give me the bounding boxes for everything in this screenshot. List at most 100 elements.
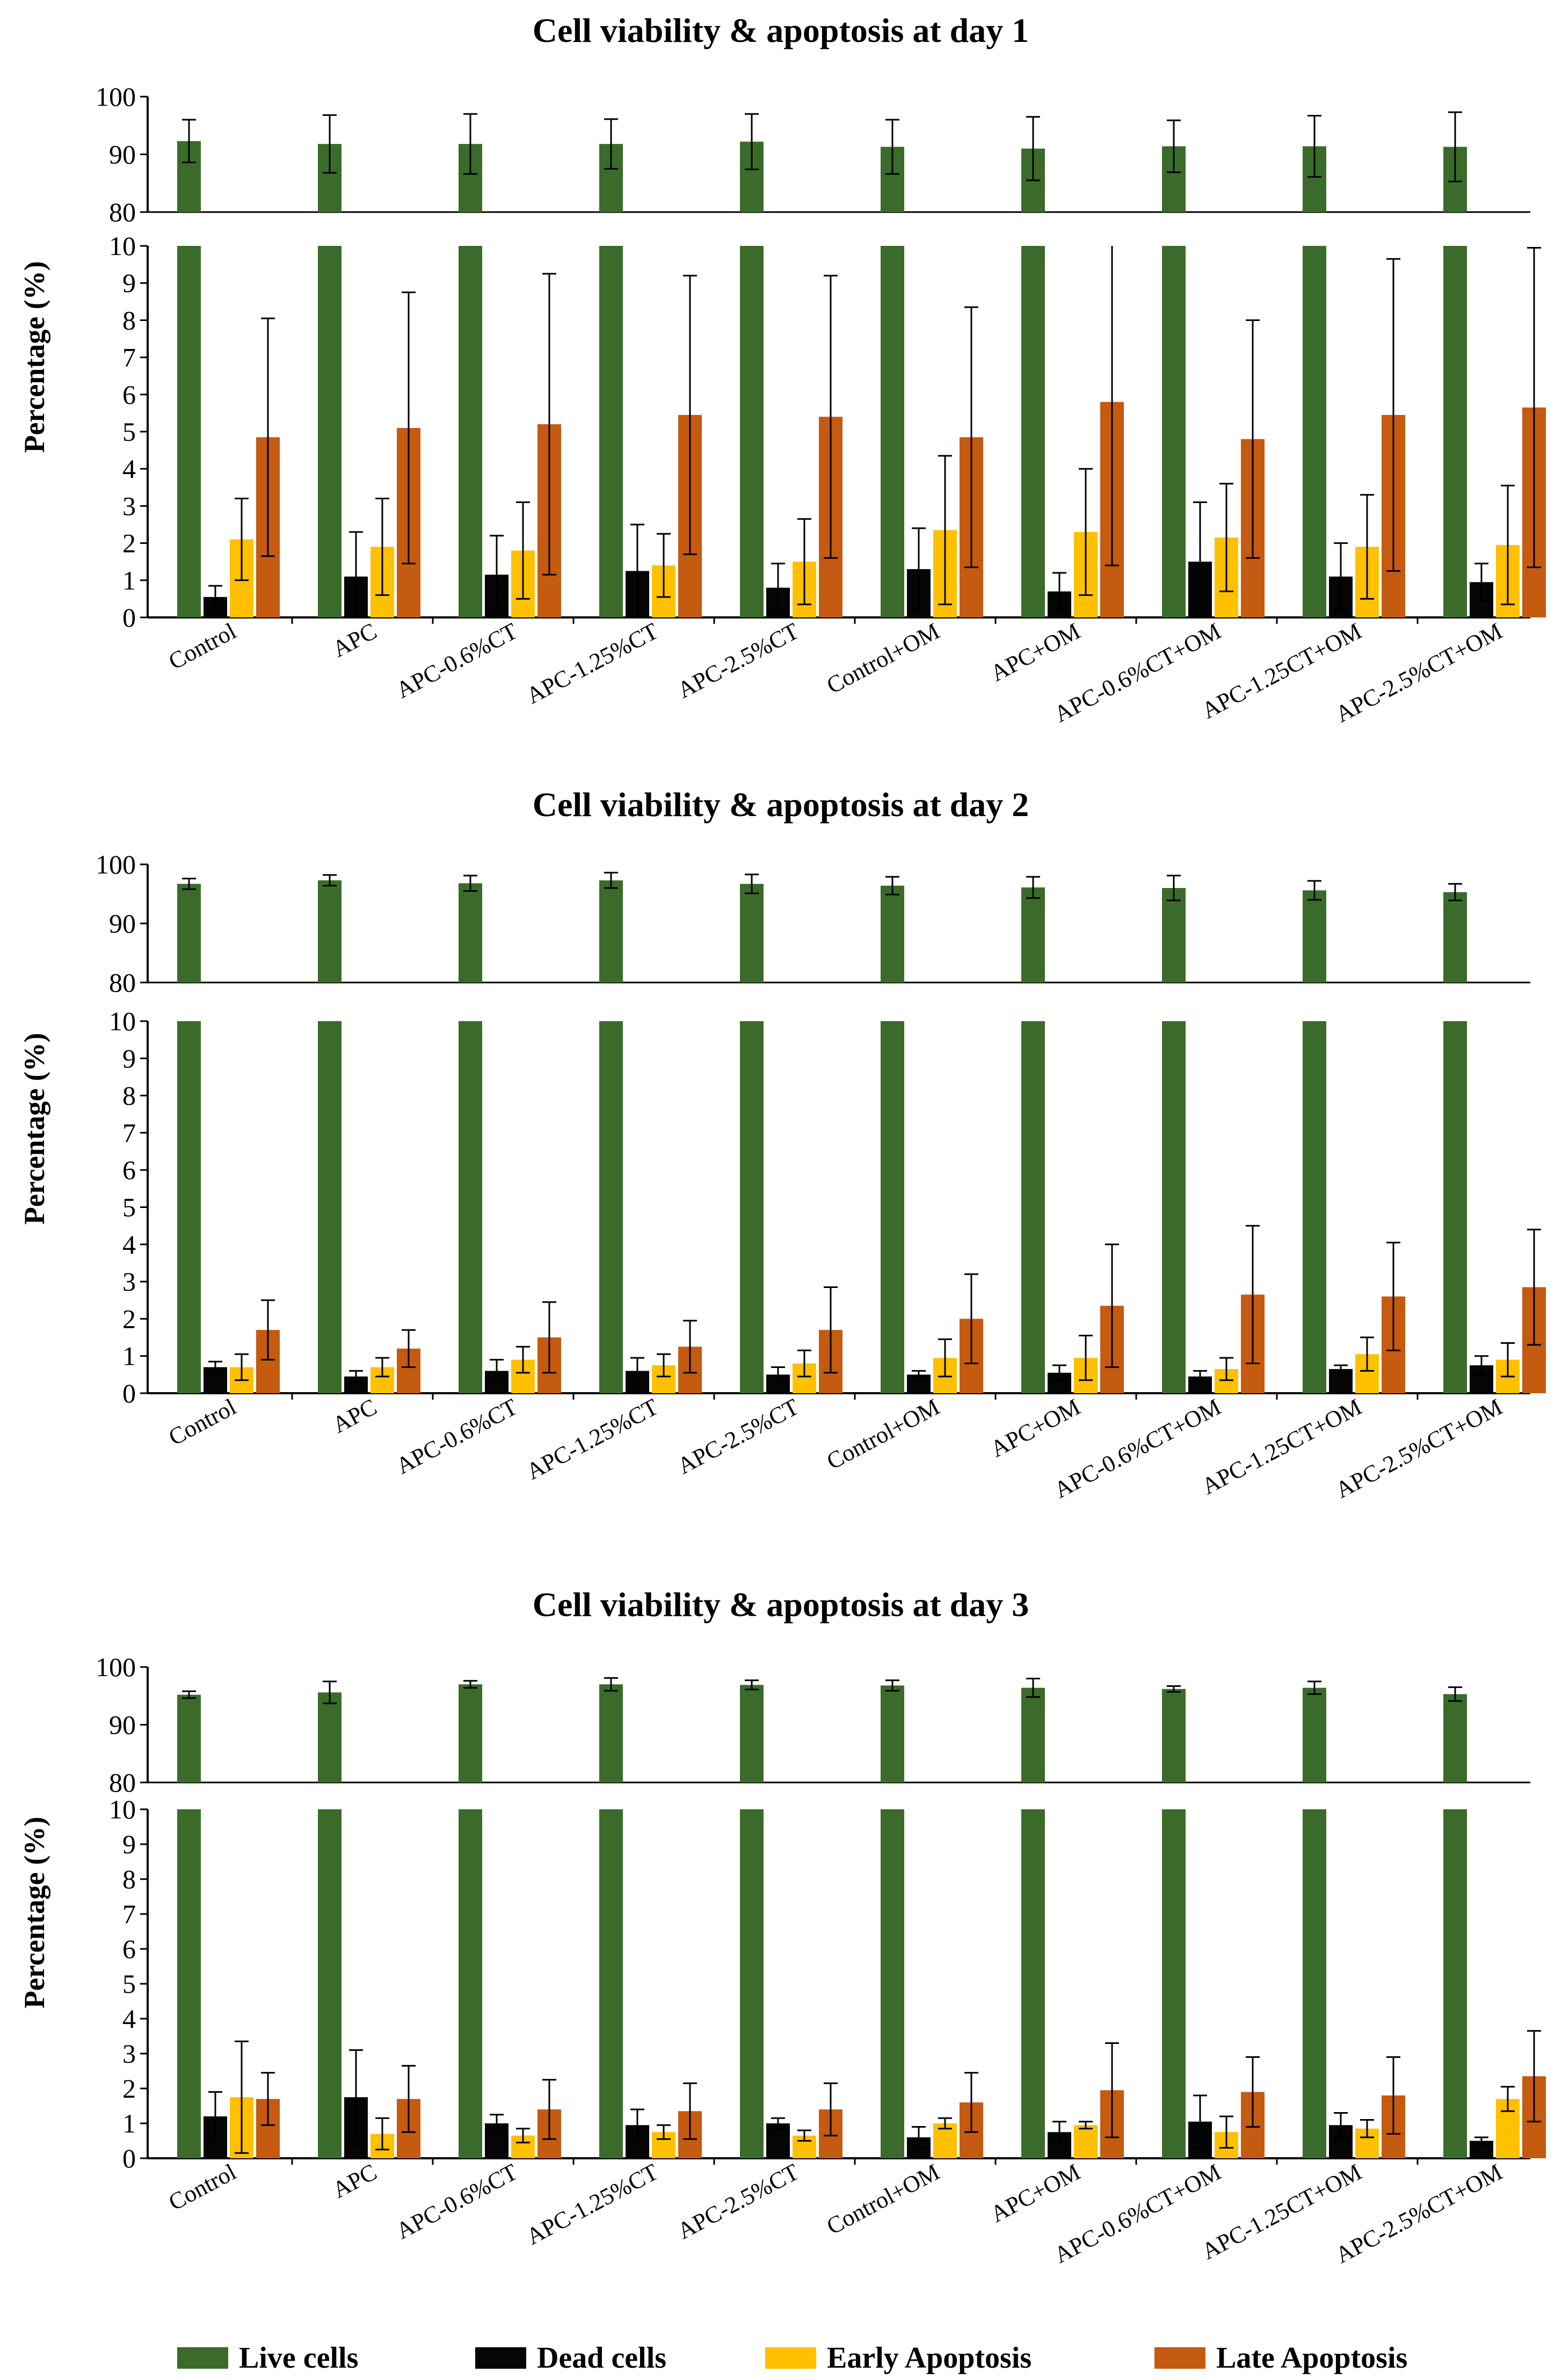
chart-panel-day1: Cell viability & apoptosis at day 1 Perce…: [18, 11, 1546, 727]
upper-y-tick-label: 90: [109, 1710, 136, 1740]
lower-y-tick-label: 0: [122, 1378, 136, 1408]
lower-y-tick-label: 9: [122, 268, 136, 298]
bar-live-cells-lower: [318, 1021, 342, 1393]
bar-live-cells-upper: [177, 1694, 201, 1782]
y-axis-label: Percentage (%): [18, 1817, 50, 2008]
bar-live-cells-lower: [1021, 1021, 1045, 1393]
legend-swatch: [1154, 2347, 1205, 2369]
category-label: APC-2.5%CT: [673, 1394, 803, 1480]
upper-y-tick-label: 80: [109, 967, 136, 998]
lower-y-tick-label: 10: [109, 1794, 136, 1824]
category-label: Control: [164, 1394, 241, 1451]
bar-live-cells-upper: [599, 880, 623, 982]
bar-live-cells-lower: [177, 1809, 201, 2158]
chart-legend: Live cells Dead cells Early Apoptosis Late …: [177, 2341, 1407, 2375]
chart-title: Cell viability & apoptosis at day 2: [533, 785, 1029, 824]
lower-y-tick-label: 3: [122, 2039, 136, 2069]
category-label: APC-0.6%CT: [392, 2159, 522, 2245]
upper-y-tick-label: 100: [96, 849, 136, 879]
legend-label: Dead cells: [537, 2341, 666, 2375]
category-label: APC: [328, 618, 381, 663]
lower-y-tick-label: 4: [122, 2004, 136, 2034]
category-label: APC: [328, 2159, 381, 2203]
category-label: APC-2.5%CT: [673, 618, 803, 704]
lower-y-tick-label: 6: [122, 1155, 136, 1185]
bar-live-cells-lower: [1021, 1809, 1045, 2158]
lower-y-tick-label: 8: [122, 305, 136, 335]
bar-live-cells-upper: [599, 1684, 623, 1782]
lower-y-tick-label: 0: [122, 2143, 136, 2173]
lower-y-tick-label: 7: [122, 1118, 136, 1148]
bar-live-cells-upper: [177, 884, 201, 982]
bar-live-cells-upper: [1162, 1688, 1186, 1782]
category-label: APC-0.6%CT: [392, 618, 522, 704]
lower-y-tick-label: 9: [122, 1043, 136, 1073]
bar-live-cells-lower: [1443, 1809, 1467, 2158]
legend-label: Late Apoptosis: [1216, 2341, 1407, 2375]
bar-live-cells-upper: [740, 1685, 764, 1782]
category-label: APC-2.5%CT: [673, 2159, 803, 2245]
bar-live-cells-lower: [740, 246, 764, 617]
lower-y-tick-label: 1: [122, 2108, 136, 2138]
lower-y-tick-label: 1: [122, 565, 136, 595]
bar-live-cells-lower: [881, 1809, 904, 2158]
lower-y-tick-label: 10: [109, 1006, 136, 1036]
bar-live-cells-lower: [459, 1021, 482, 1393]
bar-live-cells-lower: [1303, 1809, 1326, 2158]
lower-y-tick-label: 0: [122, 602, 136, 632]
legend-swatch: [765, 2347, 816, 2369]
bar-live-cells-upper: [1021, 887, 1045, 982]
bar-live-cells-upper: [881, 885, 904, 982]
category-label: APC+OM: [986, 1394, 1085, 1462]
y-axis-label: Percentage (%): [18, 261, 50, 453]
upper-y-tick-label: 100: [96, 1652, 136, 1682]
bar-live-cells-lower: [881, 1021, 904, 1393]
lower-y-tick-label: 8: [122, 1081, 136, 1111]
bar-live-cells-lower: [318, 1809, 342, 2158]
lower-y-tick-label: 5: [122, 1969, 136, 1999]
bar-live-cells-lower: [318, 246, 342, 617]
legend-swatch: [475, 2347, 526, 2369]
bar-early-apoptosis: [1074, 2125, 1098, 2158]
bar-live-cells-lower: [1443, 246, 1467, 617]
lower-y-tick-label: 2: [122, 2073, 136, 2104]
category-label: APC-1.25%CT: [522, 1394, 663, 1485]
bar-live-cells-lower: [1162, 1809, 1186, 2158]
bar-live-cells-upper: [318, 880, 342, 982]
category-label: Control: [164, 618, 241, 675]
bar-live-cells-lower: [1303, 1021, 1326, 1393]
category-label: APC+OM: [986, 2159, 1085, 2228]
bar-live-cells-upper: [1021, 1687, 1045, 1782]
lower-y-tick-label: 5: [122, 417, 136, 447]
upper-y-tick-label: 90: [109, 908, 136, 938]
lower-y-tick-label: 5: [122, 1192, 136, 1222]
category-label: APC-0.6%CT: [392, 1394, 522, 1480]
category-label: Control+OM: [822, 618, 943, 699]
bar-live-cells-upper: [740, 884, 764, 982]
chart-title: Cell viability & apoptosis at day 1: [533, 11, 1029, 49]
category-label: APC-1.25%CT: [522, 2159, 663, 2250]
lower-y-tick-label: 3: [122, 491, 136, 521]
bar-live-cells-lower: [881, 246, 904, 617]
bar-live-cells-lower: [599, 1021, 623, 1393]
bar-live-cells-upper: [1443, 1694, 1467, 1782]
category-label: Control: [164, 2159, 241, 2216]
upper-y-tick-label: 90: [109, 140, 136, 170]
bar-live-cells-upper: [459, 883, 482, 982]
bar-live-cells-lower: [740, 1021, 764, 1393]
bar-live-cells-lower: [740, 1809, 764, 2158]
bar-live-cells-lower: [459, 246, 482, 617]
lower-y-tick-label: 7: [122, 343, 136, 373]
bar-live-cells-upper: [1162, 888, 1186, 982]
bar-live-cells-lower: [1303, 246, 1326, 617]
lower-y-tick-label: 10: [109, 231, 136, 261]
legend-label: Live cells: [239, 2341, 358, 2375]
lower-y-tick-label: 2: [122, 528, 136, 558]
bar-live-cells-upper: [881, 1685, 904, 1782]
legend-label: Early Apoptosis: [827, 2341, 1031, 2375]
bar-live-cells-lower: [459, 1809, 482, 2158]
bar-live-cells-upper: [1303, 1687, 1326, 1782]
category-label: Control+OM: [822, 1394, 943, 1475]
y-axis-label: Percentage (%): [18, 1033, 50, 1225]
